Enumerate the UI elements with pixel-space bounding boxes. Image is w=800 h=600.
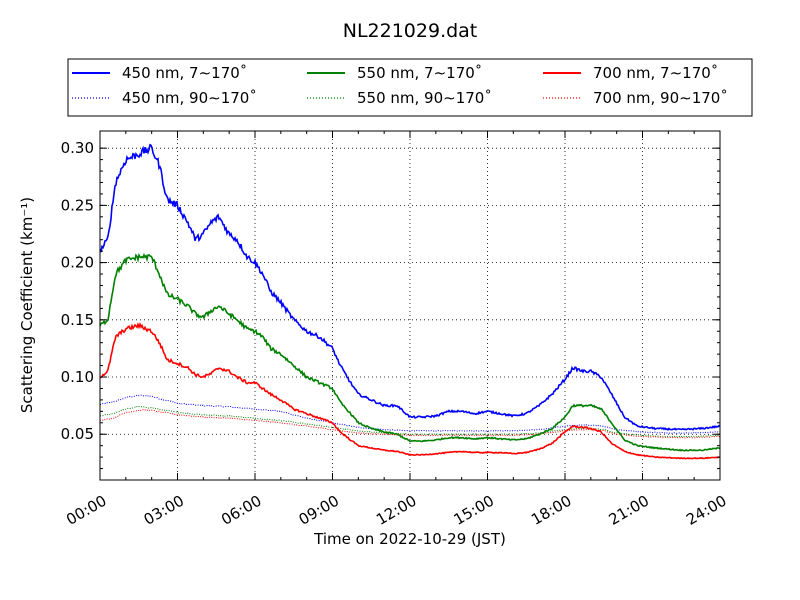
legend-box <box>67 58 753 117</box>
legend-entry-label: 450 nm, 7∼170˚ <box>122 64 247 82</box>
y-tick-label: 0.05 <box>61 425 94 443</box>
legend-entry-label: 450 nm, 90∼170˚ <box>122 89 257 107</box>
y-tick-label: 0.30 <box>61 139 94 157</box>
series-line-4 <box>100 321 720 460</box>
x-tick-label: 18:00 <box>528 492 574 529</box>
x-axis-label: Time on 2022-10-29 (JST) <box>313 530 506 548</box>
series-line-2 <box>99 252 721 452</box>
y-tick-label: 0.15 <box>61 311 94 329</box>
x-tick-label: 12:00 <box>373 492 419 529</box>
x-tick-label: 06:00 <box>218 492 264 529</box>
legend: 450 nm, 7∼170˚ 450 nm, 90∼170˚ 550 nm, 7∼1… <box>67 58 753 117</box>
x-tick-label: 21:00 <box>606 492 652 529</box>
legend-entry-label: 550 nm, 7∼170˚ <box>357 64 482 82</box>
series-line-5 <box>99 409 720 439</box>
series-layer <box>99 143 721 460</box>
legend-entry-label: 700 nm, 90∼170˚ <box>593 89 728 107</box>
chart-title: NL221029.dat <box>343 20 478 42</box>
y-tick-label: 0.20 <box>61 254 94 272</box>
series-line-3 <box>100 405 721 438</box>
x-tick-label: 15:00 <box>451 492 497 529</box>
tick-labels: 00:00 03:00 06:00 09:00 12:00 15:00 18:00 21:00… <box>61 139 730 529</box>
ticks <box>99 131 721 480</box>
x-tick-label: 03:00 <box>141 492 187 529</box>
y-tick-label: 0.10 <box>61 368 94 386</box>
legend-entry-label: 700 nm, 7∼170˚ <box>593 64 718 82</box>
legend-entry-label: 550 nm, 90∼170˚ <box>357 89 492 107</box>
x-tick-label: 09:00 <box>296 492 342 529</box>
y-axis-label: Scattering Coefficient (km⁻¹) <box>18 197 36 413</box>
x-tick-label: 00:00 <box>63 492 109 529</box>
grid <box>100 131 720 480</box>
x-tick-label: 24:00 <box>683 492 729 529</box>
series-line-0 <box>99 143 721 431</box>
y-tick-label: 0.25 <box>61 196 94 214</box>
